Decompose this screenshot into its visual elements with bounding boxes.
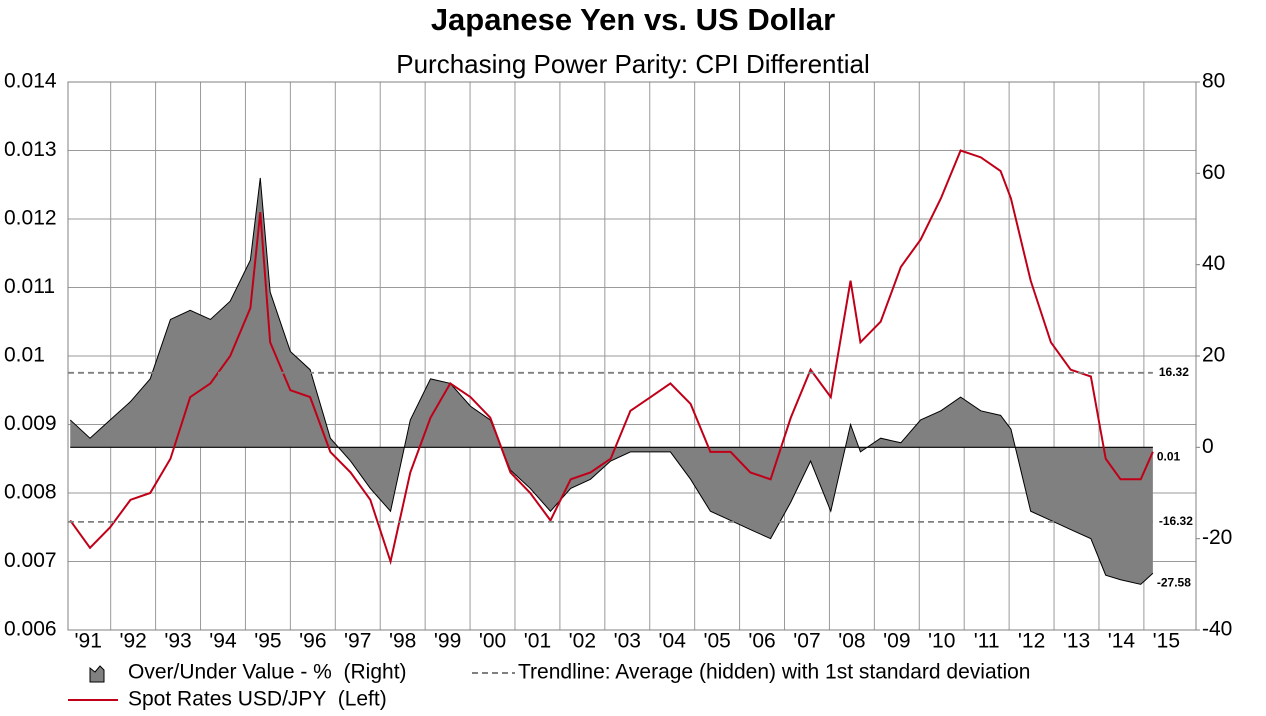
x-tick-label: '03: [614, 630, 641, 653]
x-tick-label: '06: [748, 630, 775, 653]
x-tick-label: '98: [389, 630, 416, 653]
x-tick-label: '15: [1153, 630, 1180, 653]
y2-tick-label: 60: [1202, 161, 1225, 184]
y-tick-label: 0.009: [4, 412, 57, 435]
x-tick-label: '00: [479, 630, 506, 653]
x-tick-label: '91: [75, 630, 102, 653]
x-tick-label: '94: [209, 630, 237, 653]
area-edge: [69, 177, 1154, 585]
y-tick-label: 0.007: [4, 549, 57, 572]
y-tick-label: 0.008: [4, 481, 57, 504]
y2-tick-label: -20: [1202, 526, 1232, 549]
y-tick-label: 0.006: [4, 618, 57, 641]
x-tick-label: '04: [659, 630, 687, 653]
y2-tick-label: 80: [1202, 70, 1225, 93]
y2-tick-label: 20: [1202, 344, 1225, 367]
x-tick-label: '12: [1018, 630, 1045, 653]
plot-area: [68, 149, 1154, 585]
trendline-label: 16.32: [1159, 365, 1189, 379]
x-tick-label: '92: [119, 630, 146, 653]
end-label: 0.01: [1157, 449, 1181, 463]
x-tick-label: '96: [299, 630, 326, 653]
y-tick-label: 0.012: [4, 207, 57, 230]
end-label: -27.58: [1157, 575, 1191, 589]
x-tick-label: '95: [254, 630, 281, 653]
axes: 0.006 0.007 0.008 0.009 0.01 0.011 0.012 0.013 0…: [4, 70, 1232, 653]
y-tick-label: 0.014: [4, 70, 57, 93]
legend-label: Spot Rates USD/JPY (Left): [128, 688, 387, 711]
line: [69, 149, 1154, 566]
trendline-label: -16.32: [1159, 514, 1193, 528]
legend: Over/Under Value - % (Right) Trendline: A…: [68, 661, 1030, 711]
x-tick-label: '93: [164, 630, 191, 653]
x-tick-label: '14: [1108, 630, 1136, 653]
y-tick-label: 0.01: [4, 344, 45, 367]
y-tick-label: 0.013: [4, 138, 57, 161]
y2-tick-label: 40: [1202, 252, 1225, 275]
x-tick-label: '05: [703, 630, 730, 653]
x-tick-label: '97: [344, 630, 371, 653]
chart-subtitle: Purchasing Power Parity: CPI Differentia…: [396, 49, 870, 79]
x-tick-label: '07: [793, 630, 820, 653]
x-tick-label: '13: [1063, 630, 1090, 653]
x-tick-label: '11: [974, 630, 1000, 653]
x-tick-label: '02: [569, 630, 596, 653]
x-tick-label: '09: [883, 630, 910, 653]
x-tick-label: '08: [838, 630, 865, 653]
y2-tick-label: -40: [1202, 618, 1232, 641]
legend-swatch: [89, 665, 105, 683]
x-tick-label: '01: [524, 630, 551, 653]
y2-tick-label: 0: [1202, 435, 1214, 458]
legend-label: Trendline: Average (hidden) with 1st sta…: [518, 661, 1030, 684]
legend-label: Over/Under Value - % (Right): [128, 661, 407, 684]
x-tick-label: '99: [434, 630, 461, 653]
x-tick-label: '10: [928, 630, 955, 653]
chart-title: Japanese Yen vs. US Dollar: [431, 2, 835, 37]
y-tick-label: 0.011: [4, 275, 55, 298]
